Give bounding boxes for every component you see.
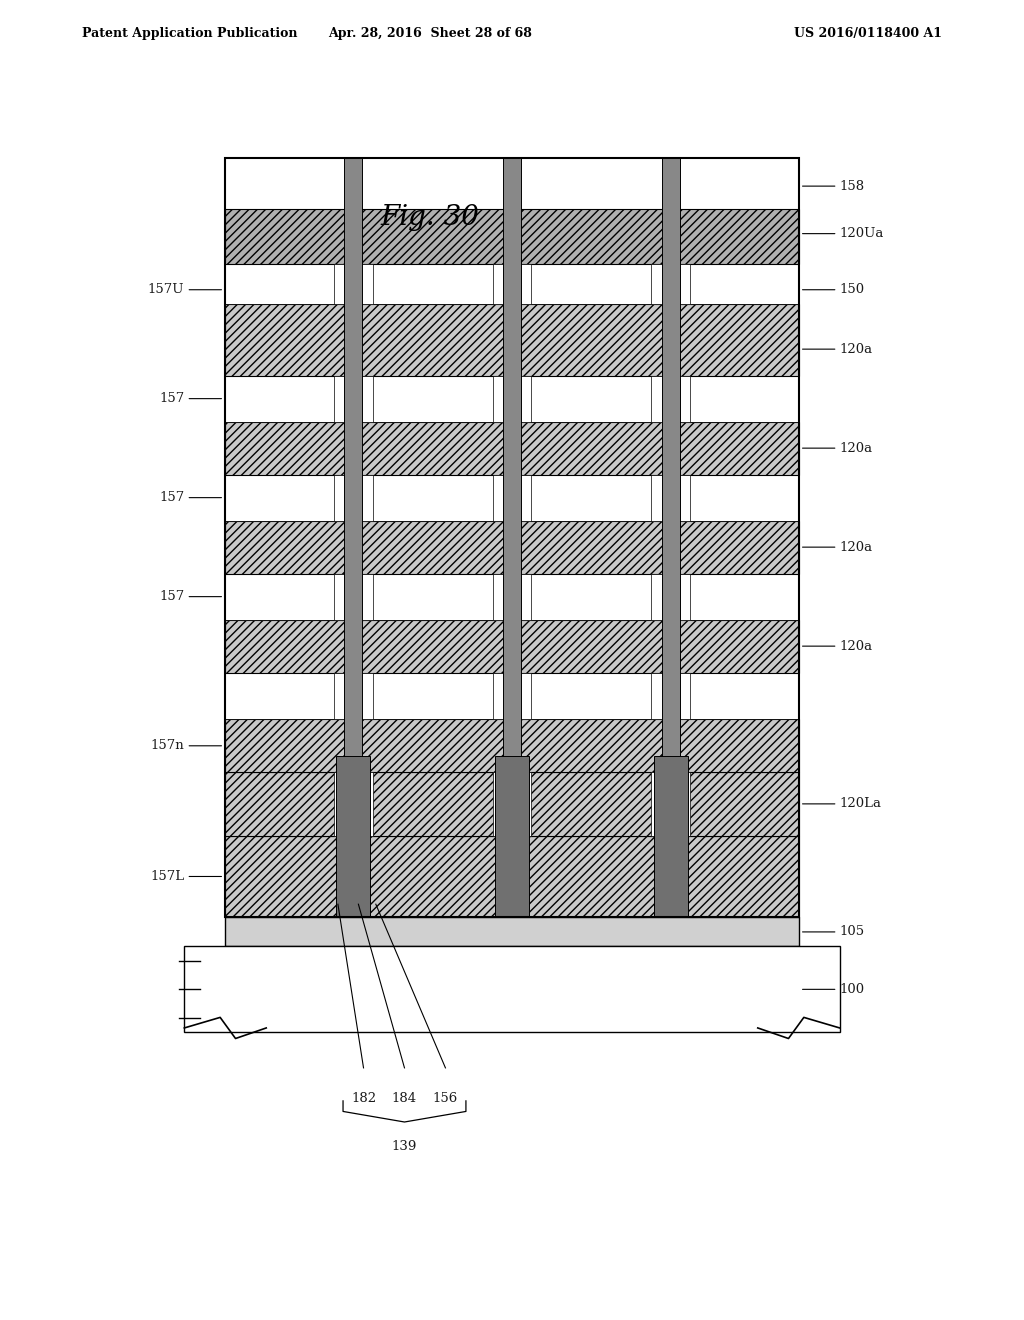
Text: US 2016/0118400 A1: US 2016/0118400 A1 bbox=[794, 26, 942, 40]
Bar bbox=[225, 158, 799, 917]
Bar bbox=[225, 475, 799, 521]
Bar bbox=[344, 158, 362, 772]
Bar bbox=[225, 719, 799, 772]
Bar bbox=[334, 574, 373, 620]
Text: 157L: 157L bbox=[151, 870, 184, 883]
Text: 120a: 120a bbox=[840, 442, 872, 454]
Bar bbox=[225, 772, 799, 836]
Bar bbox=[225, 422, 799, 475]
Bar bbox=[651, 574, 690, 620]
Bar bbox=[334, 772, 373, 836]
Bar bbox=[496, 756, 528, 917]
Text: Fig. 30: Fig. 30 bbox=[381, 205, 479, 231]
Text: 158: 158 bbox=[840, 180, 865, 193]
Bar bbox=[651, 264, 690, 304]
Bar bbox=[493, 376, 531, 422]
Text: 120Ua: 120Ua bbox=[840, 227, 884, 240]
Bar bbox=[336, 756, 370, 917]
Text: Patent Application Publication: Patent Application Publication bbox=[82, 26, 297, 40]
Bar bbox=[651, 772, 690, 836]
Bar bbox=[225, 836, 799, 917]
Text: 120a: 120a bbox=[840, 343, 872, 355]
Bar bbox=[654, 756, 688, 917]
Text: 120a: 120a bbox=[840, 541, 872, 553]
Text: 182: 182 bbox=[351, 1092, 376, 1105]
Text: 184: 184 bbox=[392, 1092, 417, 1105]
Text: 120a: 120a bbox=[840, 640, 872, 652]
Bar bbox=[493, 772, 531, 836]
Bar bbox=[225, 917, 799, 946]
Text: 157: 157 bbox=[159, 590, 184, 603]
Bar bbox=[225, 264, 799, 304]
Bar bbox=[334, 475, 373, 521]
Bar bbox=[225, 376, 799, 422]
Bar bbox=[225, 158, 799, 917]
Text: 139: 139 bbox=[392, 1140, 417, 1154]
Bar bbox=[651, 376, 690, 422]
Bar bbox=[503, 158, 521, 772]
Text: 157n: 157n bbox=[151, 739, 184, 752]
Text: Apr. 28, 2016  Sheet 28 of 68: Apr. 28, 2016 Sheet 28 of 68 bbox=[328, 26, 532, 40]
Bar bbox=[225, 574, 799, 620]
Bar bbox=[225, 521, 799, 574]
Text: 105: 105 bbox=[840, 925, 865, 939]
Bar bbox=[493, 673, 531, 719]
Bar bbox=[225, 620, 799, 673]
Text: 157: 157 bbox=[159, 392, 184, 405]
Bar bbox=[225, 673, 799, 719]
Bar bbox=[662, 158, 680, 772]
Text: 156: 156 bbox=[433, 1092, 458, 1105]
Bar bbox=[651, 475, 690, 521]
Text: 157: 157 bbox=[159, 491, 184, 504]
Bar bbox=[225, 209, 799, 264]
Bar bbox=[493, 264, 531, 304]
Bar bbox=[493, 475, 531, 521]
Bar bbox=[651, 673, 690, 719]
Text: 157U: 157U bbox=[147, 284, 184, 296]
Text: 150: 150 bbox=[840, 284, 865, 296]
Bar bbox=[493, 574, 531, 620]
Text: 120La: 120La bbox=[840, 797, 882, 810]
Bar bbox=[334, 673, 373, 719]
Bar bbox=[334, 376, 373, 422]
Bar bbox=[184, 946, 840, 1032]
Bar bbox=[225, 304, 799, 376]
Bar bbox=[334, 264, 373, 304]
Text: 100: 100 bbox=[840, 983, 865, 995]
